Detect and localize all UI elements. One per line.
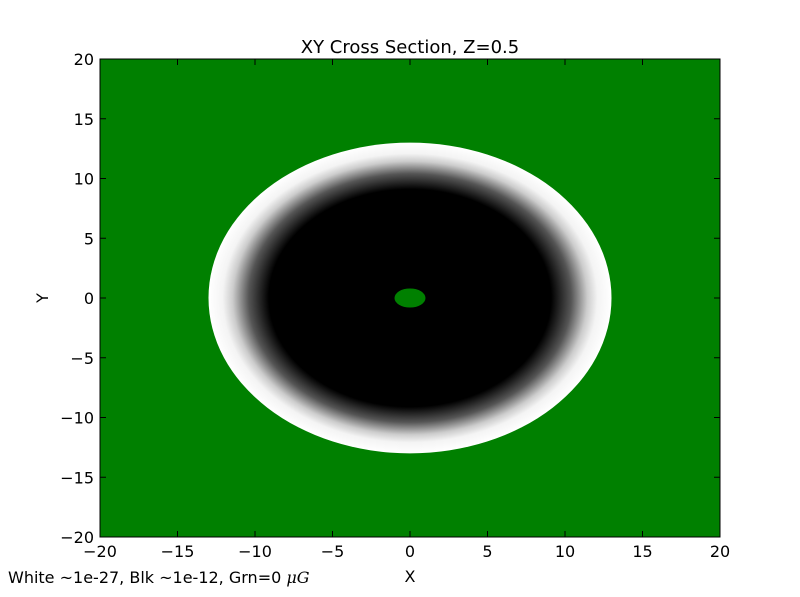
caption-unit: μG bbox=[286, 568, 310, 587]
chart-title: XY Cross Section, Z=0.5 bbox=[301, 37, 519, 58]
colorscale-caption: White ~1e-27, Blk ~1e-12, Grn=0 μG bbox=[8, 568, 310, 587]
y-tick-label: −5 bbox=[70, 349, 94, 368]
y-tick-label: 10 bbox=[74, 170, 94, 189]
x-tick-label: 20 bbox=[710, 542, 730, 561]
x-tick-label: 15 bbox=[632, 542, 652, 561]
center-zero-region bbox=[394, 288, 426, 308]
x-tick-label: −5 bbox=[321, 542, 345, 561]
y-tick-label: 20 bbox=[74, 50, 94, 69]
x-axis-ticks: −20 −15 −10 −5 0 5 10 15 20 bbox=[83, 59, 730, 561]
y-tick-label: −15 bbox=[60, 468, 94, 487]
x-tick-label: 0 bbox=[405, 542, 415, 561]
y-tick-label: 5 bbox=[84, 229, 94, 248]
y-tick-label: −20 bbox=[60, 528, 94, 547]
caption-text: White ~1e-27, Blk ~1e-12, Grn=0 bbox=[8, 568, 287, 587]
y-axis-ticks: 20 15 10 5 0 −5 −10 −15 −20 bbox=[60, 50, 720, 547]
x-axis-label: X bbox=[405, 567, 416, 586]
y-tick-label: 0 bbox=[84, 289, 94, 308]
x-tick-label: −20 bbox=[83, 542, 117, 561]
x-tick-label: −10 bbox=[238, 542, 272, 561]
y-axis-label: Y bbox=[33, 293, 52, 304]
x-tick-label: 5 bbox=[482, 542, 492, 561]
y-tick-label: 15 bbox=[74, 110, 94, 129]
x-tick-label: 10 bbox=[555, 542, 575, 561]
x-tick-label: −15 bbox=[161, 542, 195, 561]
y-tick-label: −10 bbox=[60, 409, 94, 428]
